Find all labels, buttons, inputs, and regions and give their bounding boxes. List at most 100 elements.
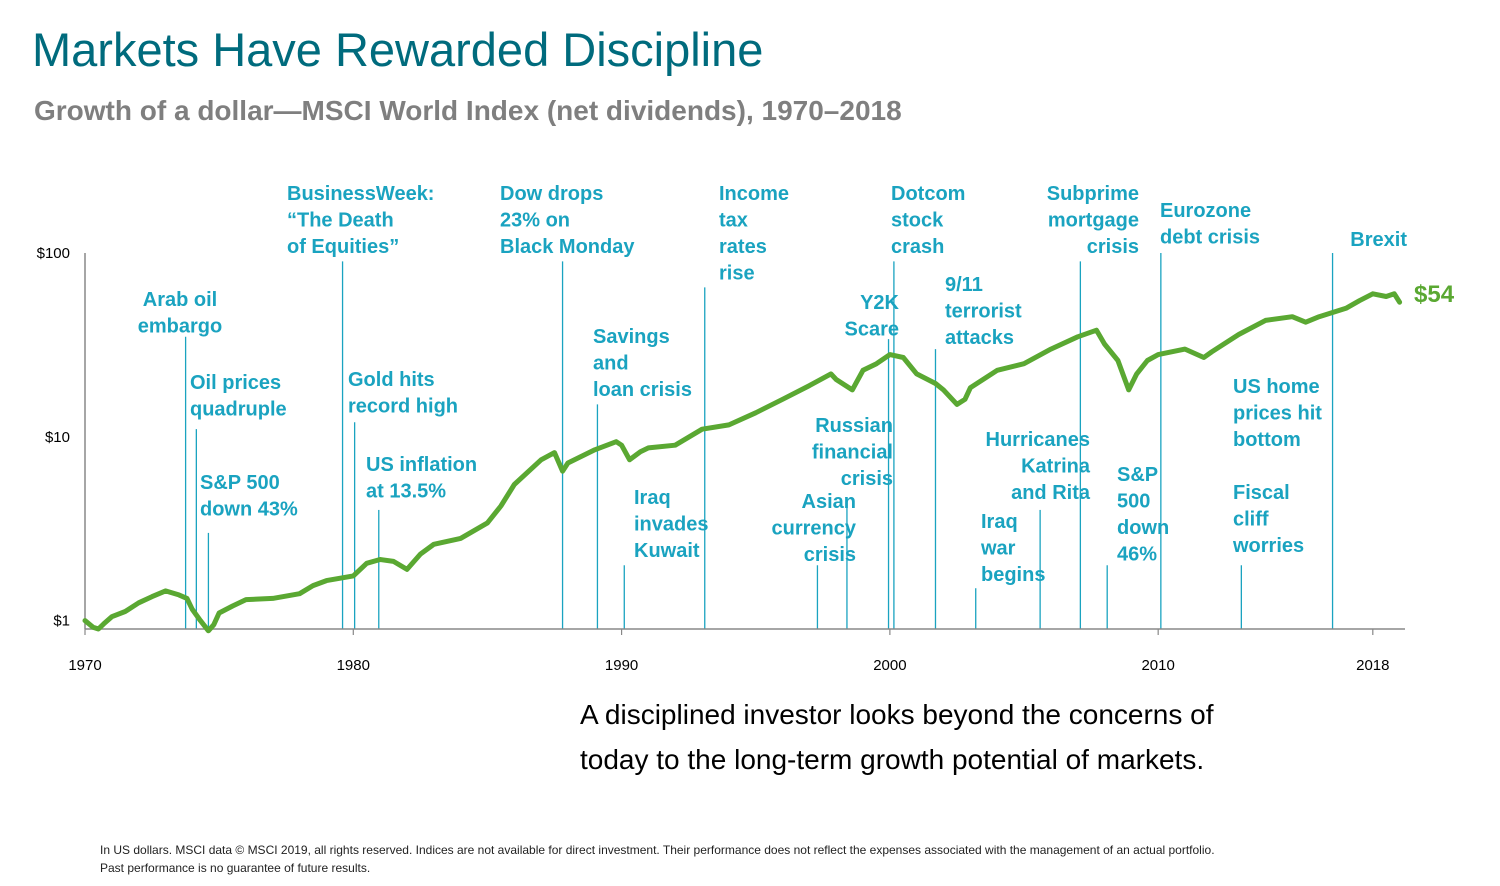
annotation-label-line: S&P: [1117, 464, 1158, 486]
annotation-label: Savings and loan crisis: [593, 326, 692, 401]
annotation-label: Dow drops 23% on Black Monday: [500, 183, 635, 258]
x-tick-label: 2000: [873, 657, 906, 674]
annotation-label-line: rise: [719, 263, 755, 285]
annotation-label: Gold hits record high: [348, 369, 458, 418]
annotation-lines: [184, 253, 1334, 629]
annotation-label-line: record high: [348, 396, 458, 418]
annotation-label-line: Y2K: [860, 292, 899, 314]
annotation-label-line: embargo: [138, 316, 222, 338]
annotation-label-line: war: [980, 538, 1016, 560]
annotation-label-line: cliff: [1233, 509, 1269, 531]
annotation-label: Asian currency crisis: [772, 491, 857, 566]
annotation-label-line: Brexit: [1350, 229, 1407, 251]
annotation-label-line: crash: [891, 236, 944, 258]
annotation-label-line: and Rita: [1011, 482, 1091, 504]
annotation-label: Income tax rates rise: [719, 183, 789, 285]
y-tick-label: $1: [53, 613, 70, 630]
annotation-label-line: US inflation: [366, 454, 477, 476]
end-value-label: $54: [1414, 281, 1455, 308]
annotation-label-line: BusinessWeek:: [287, 183, 434, 205]
y-tick-label: $10: [45, 429, 70, 446]
annotation-label-line: Eurozone: [1160, 200, 1251, 222]
annotation-label-line: 23% on: [500, 210, 570, 232]
footnote-line-2: Past performance is no guarantee of futu…: [100, 861, 371, 875]
annotation-label-line: down 43%: [200, 499, 298, 521]
footnote-line-1: In US dollars. MSCI data © MSCI 2019, al…: [100, 843, 1215, 857]
annotation-label-line: Iraq: [634, 487, 671, 509]
annotation-label-line: attacks: [945, 327, 1014, 349]
annotation-label-line: at 13.5%: [366, 481, 446, 503]
annotation-label: Iraq invades Kuwait: [634, 487, 708, 562]
annotation-label: Hurricanes Katrina and Rita: [986, 429, 1091, 504]
annotation-label-line: currency: [772, 518, 857, 540]
annotation-label-line: crisis: [804, 544, 856, 566]
y-axis-ticks: $1 $10 $100: [37, 245, 70, 630]
x-axis-ticks: 1970 1980 1990 2000 2010 2018: [68, 629, 1389, 674]
annotation-label-line: Asian: [802, 491, 856, 513]
annotation-label-line: 500: [1117, 491, 1150, 513]
annotation-label: Subprime mortgage crisis: [1047, 183, 1139, 258]
annotation-label-line: 9/11: [945, 274, 983, 296]
msci-world-growth-line: [82, 291, 1403, 634]
annotation-label-line: loan crisis: [593, 379, 692, 401]
annotation-label-line: S&P 500: [200, 472, 280, 494]
annotation-label-line: Kuwait: [634, 540, 700, 562]
annotation-label-line: debt crisis: [1160, 227, 1260, 249]
annotation-label: Iraq war begins: [980, 511, 1045, 586]
annotation-label-line: stock: [891, 210, 944, 232]
x-tick-label: 1990: [605, 657, 638, 674]
x-tick-label: 2018: [1356, 657, 1389, 674]
annotation-label: Y2K Scare: [845, 292, 900, 341]
annotation-label-line: Hurricanes: [986, 429, 1091, 451]
footnote: In US dollars. MSCI data © MSCI 2019, al…: [100, 841, 1430, 877]
annotation-label: US home prices hit bottom: [1233, 376, 1322, 451]
annotation-label-line: quadruple: [190, 399, 287, 421]
annotation-label-line: down: [1117, 517, 1169, 539]
growth-of-a-dollar-chart: $1 $10 $100 1970 1980 1990 2000 2010 2018 $54 A…: [37, 183, 1455, 674]
annotation-label: Oil prices quadruple: [190, 372, 287, 421]
annotation-label-line: terrorist: [945, 301, 1022, 323]
y-tick-label: $100: [37, 245, 70, 262]
annotation-label-line: invades: [634, 514, 708, 536]
annotation-label-line: and: [593, 353, 629, 375]
annotation-label: Dotcom stock crash: [891, 183, 965, 258]
annotation-label: US inflation at 13.5%: [366, 454, 477, 503]
annotation-label-line: Arab oil: [143, 289, 217, 311]
annotation-label-line: worries: [1232, 535, 1304, 557]
annotation-label-line: Dow drops: [500, 183, 603, 205]
annotation-label-line: Savings: [593, 326, 670, 348]
annotation-label-line: crisis: [841, 468, 893, 490]
annotation-label-line: 46%: [1117, 544, 1157, 566]
annotation-label-line: prices hit: [1233, 403, 1322, 425]
annotation-label-line: begins: [981, 564, 1045, 586]
chart-title: Markets Have Rewarded Discipline: [32, 23, 764, 76]
annotation-label-line: Gold hits: [348, 369, 435, 391]
annotation-label-line: Income: [719, 183, 789, 205]
x-tick-label: 1980: [337, 657, 370, 674]
annotation-label: 9/11 terrorist attacks: [945, 274, 1022, 349]
annotation-label-line: Black Monday: [500, 236, 635, 258]
annotation-label-line: Iraq: [981, 511, 1018, 533]
takeaway-text: A disciplined investor looks beyond the …: [580, 699, 1214, 775]
annotation-label-line: rates: [719, 236, 767, 258]
annotation-label: Russian financial crisis: [812, 415, 893, 490]
annotation-label-line: Scare: [845, 319, 900, 341]
annotation-label-line: Fiscal: [1233, 482, 1290, 504]
annotation-label: Brexit: [1350, 229, 1407, 251]
annotation-label-line: bottom: [1233, 429, 1301, 451]
annotation-label-line: of Equities”: [287, 236, 399, 258]
annotation-label: Arab oil embargo: [138, 289, 222, 338]
annotation-label: Fiscal cliff worries: [1232, 482, 1304, 557]
annotation-label-line: “The Death: [287, 210, 394, 232]
chart-subtitle: Growth of a dollar—MSCI World Index (net…: [34, 95, 902, 126]
annotation-labels: Arab oil embargo Oil prices quadruple S&P 50…: [138, 183, 1408, 586]
annotation-label-line: US home: [1233, 376, 1320, 398]
annotation-label-line: financial: [812, 442, 893, 464]
annotation-label: BusinessWeek: “The Death of Equities”: [287, 183, 434, 258]
annotation-label-line: Russian: [815, 415, 893, 437]
axes: [84, 253, 1405, 630]
annotation-label: Eurozone debt crisis: [1160, 200, 1260, 249]
annotation-label-line: Dotcom: [891, 183, 965, 205]
x-tick-label: 1970: [68, 657, 101, 674]
annotation-label-line: crisis: [1087, 236, 1139, 258]
